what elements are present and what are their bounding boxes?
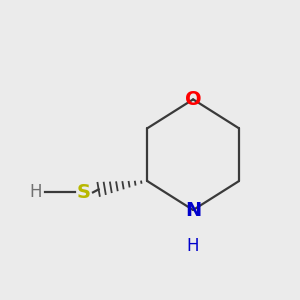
Text: H: H bbox=[187, 237, 200, 255]
Text: S: S bbox=[76, 183, 91, 202]
Text: O: O bbox=[185, 90, 201, 109]
Text: H: H bbox=[29, 183, 42, 201]
Text: N: N bbox=[185, 200, 201, 220]
